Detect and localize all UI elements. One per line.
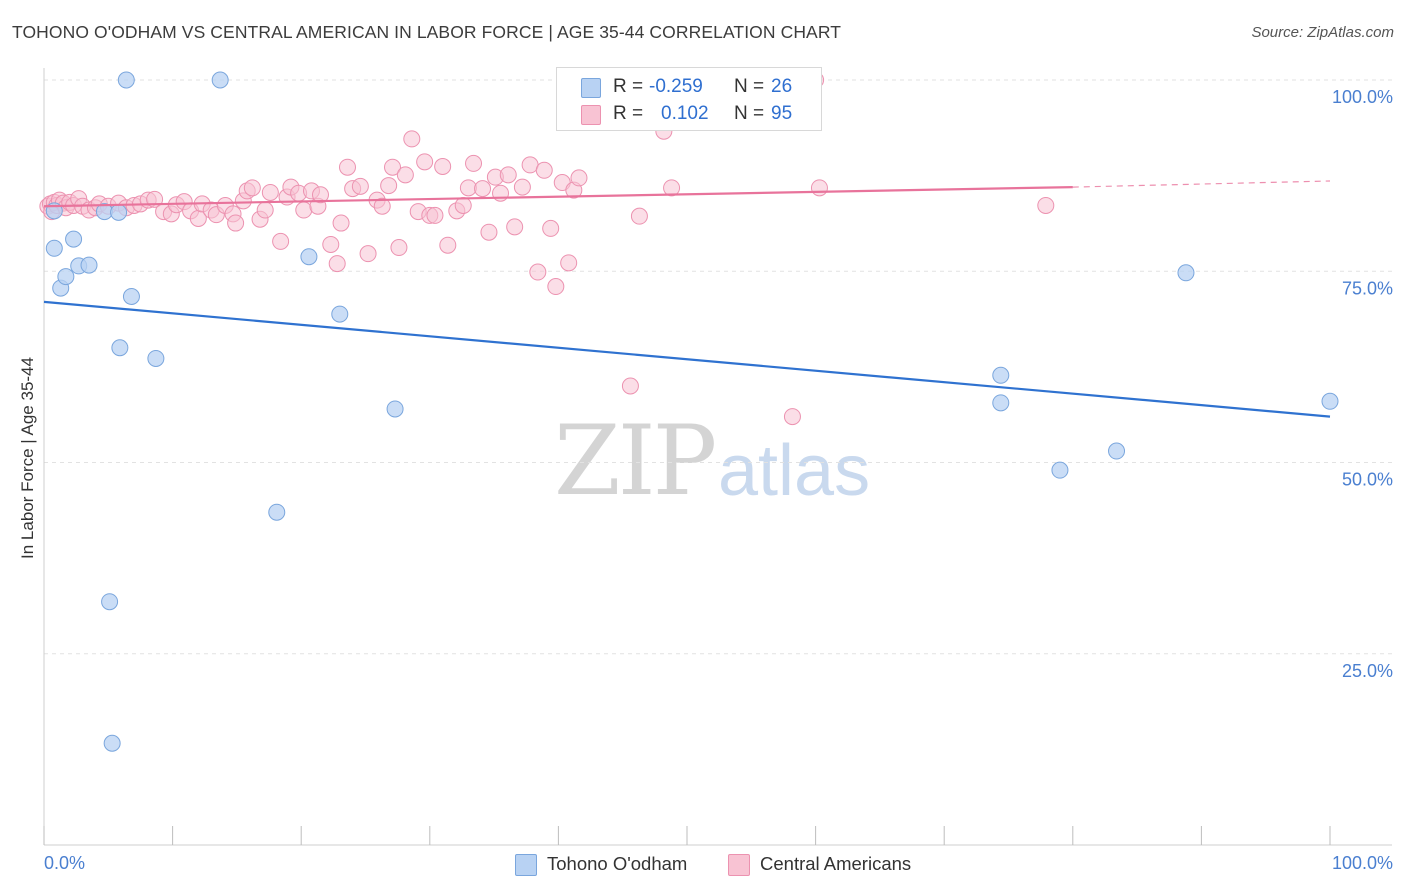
data-point-central-american — [535, 161, 553, 179]
data-point-tohono — [45, 239, 63, 257]
data-point-central-american — [434, 157, 452, 175]
data-point-tohono — [300, 248, 318, 266]
data-point-central-american — [426, 206, 444, 224]
legend-r-label: R = — [613, 76, 644, 97]
data-point-central-american — [439, 236, 457, 254]
bottom-legend-swatch-pink — [728, 854, 750, 876]
data-point-central-american — [513, 178, 531, 196]
legend-n-label: N = — [734, 103, 765, 124]
data-point-tohono — [1177, 264, 1195, 282]
data-point-central-american — [465, 154, 483, 172]
bottom-legend-swatch-blue — [515, 854, 537, 876]
trend-line-central-extension — [1072, 180, 1331, 188]
legend-r-value: 0.102 — [661, 103, 709, 124]
y-tick-label: 75.0% — [1342, 278, 1393, 298]
x-tick-label: 100.0% — [1332, 853, 1393, 873]
data-point-tohono — [1321, 392, 1339, 410]
data-point-central-american — [380, 177, 398, 195]
data-point-tohono — [992, 366, 1010, 384]
data-point-tohono — [1051, 461, 1069, 479]
y-tick-label: 25.0% — [1342, 661, 1393, 681]
legend-r-label: R = — [613, 103, 644, 124]
legend-n-value: 95 — [771, 103, 793, 124]
bottom-legend-label-tohono: Tohono O'odham — [547, 853, 688, 874]
data-point-central-american — [403, 130, 421, 148]
data-point-central-american — [454, 196, 472, 214]
legend-n-value: 26 — [771, 76, 793, 97]
chart-title: TOHONO O'ODHAM VS CENTRAL AMERICAN IN LA… — [12, 22, 842, 42]
y-tick-label: 100.0% — [1332, 87, 1393, 107]
data-point-central-american — [261, 183, 279, 201]
y-tick-label: 50.0% — [1342, 470, 1393, 490]
trend-line-central — [43, 186, 1073, 208]
data-point-central-american — [256, 201, 274, 219]
data-point-central-american — [338, 158, 356, 176]
data-point-tohono — [110, 203, 128, 221]
data-point-central-american — [332, 214, 350, 232]
data-point-central-american — [227, 214, 245, 232]
data-point-central-american — [783, 408, 801, 426]
data-point-central-american — [499, 166, 517, 184]
data-point-central-american — [396, 166, 414, 184]
data-point-tohono — [103, 734, 121, 752]
data-point-tohono — [1108, 442, 1126, 460]
data-point-tohono — [65, 230, 83, 248]
data-point-tohono — [111, 339, 129, 357]
data-point-central-american — [390, 239, 408, 257]
bottom-legend-label-central: Central Americans — [760, 853, 912, 874]
data-point-tohono — [117, 71, 135, 89]
data-point-tohono — [331, 305, 349, 323]
watermark-atlas: atlas — [718, 431, 871, 511]
data-point-tohono — [101, 593, 119, 611]
data-point-central-american — [621, 377, 639, 395]
data-point-tohono — [386, 400, 404, 418]
data-point-tohono — [992, 394, 1010, 412]
data-point-central-american — [542, 219, 560, 237]
data-point-central-american — [1037, 196, 1055, 214]
data-point-central-american — [506, 218, 524, 236]
data-point-central-american — [570, 169, 588, 187]
data-point-central-american — [384, 158, 402, 176]
legend-n-label: N = — [734, 76, 765, 97]
data-point-central-american — [311, 186, 329, 204]
x-tick-label: 0.0% — [44, 853, 85, 873]
watermark-zip: ZIP — [554, 405, 717, 517]
trend-line-tohono — [43, 300, 1331, 418]
data-point-central-american — [272, 232, 290, 250]
data-point-central-american — [630, 207, 648, 225]
source-label: Source: ZipAtlas.com — [1251, 24, 1394, 41]
data-point-central-american — [373, 197, 391, 215]
data-point-central-american — [328, 255, 346, 273]
data-point-tohono — [268, 503, 286, 521]
data-point-central-american — [416, 153, 434, 171]
data-point-central-american — [295, 201, 313, 219]
legend-swatch-blue — [581, 78, 601, 98]
stats-legend: R = -0.259 N = 26 R = 0.102 N = 95 — [556, 67, 822, 131]
data-point-central-american — [480, 223, 498, 241]
data-point-tohono — [147, 349, 165, 367]
legend-r-value: -0.259 — [649, 76, 703, 97]
data-point-central-american — [243, 179, 261, 197]
data-point-central-american — [663, 179, 681, 197]
data-point-central-american — [459, 179, 477, 197]
data-point-tohono — [122, 287, 140, 305]
data-point-central-american — [547, 278, 565, 296]
data-point-central-american — [529, 263, 547, 281]
data-point-central-american — [322, 235, 340, 253]
data-point-central-american — [359, 245, 377, 263]
data-point-tohono — [211, 71, 229, 89]
data-point-tohono — [57, 268, 75, 286]
legend-swatch-pink — [581, 105, 601, 125]
data-point-central-american — [560, 254, 578, 272]
data-point-central-american — [521, 156, 539, 174]
data-point-central-american — [810, 179, 828, 197]
data-point-central-american — [351, 177, 369, 195]
data-point-central-american — [474, 180, 492, 198]
data-point-tohono — [80, 256, 98, 274]
